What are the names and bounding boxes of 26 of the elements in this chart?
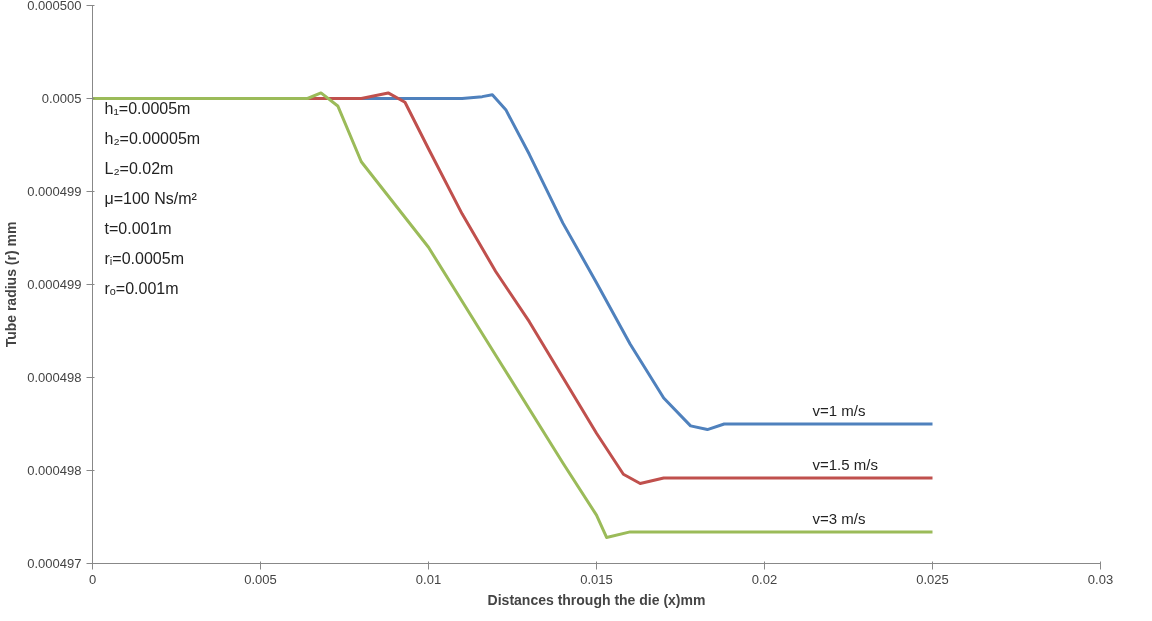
x-tick-label: 0.02 bbox=[751, 571, 778, 587]
annotation: L₂=0.02m bbox=[104, 160, 174, 178]
x-tick-label: 0 bbox=[88, 571, 97, 587]
y-tick-label: 0.0005 bbox=[41, 91, 82, 106]
annotation: rₒ=0.001m bbox=[104, 280, 179, 298]
annotation: h₁=0.0005m bbox=[104, 100, 191, 118]
annotation: h₂=0.00005m bbox=[104, 130, 201, 148]
x-tick-label: 0.03 bbox=[1087, 571, 1114, 587]
y-tick-label: 0.000498 bbox=[27, 370, 82, 385]
series-label: v=1.5 m/s bbox=[812, 455, 878, 473]
annotation: t=0.001m bbox=[104, 220, 172, 238]
x-axis-title: Distances through the die (x)mm bbox=[487, 591, 706, 608]
series-label: v=3 m/s bbox=[812, 509, 866, 527]
y-tick-label: 0.000500 bbox=[27, 0, 82, 13]
x-tick-label: 0.025 bbox=[916, 571, 949, 587]
y-tick-label: 0.000497 bbox=[27, 556, 82, 571]
x-tick-label: 0.015 bbox=[580, 571, 613, 587]
y-tick-label: 0.000499 bbox=[27, 184, 82, 199]
annotation: μ=100 Ns/m² bbox=[104, 190, 198, 208]
y-axis-title: Tube radius (r) mm bbox=[3, 221, 20, 348]
x-tick-label: 0.005 bbox=[244, 571, 277, 587]
y-tick-label: 0.000498 bbox=[27, 463, 82, 478]
x-tick-label: 0.01 bbox=[415, 571, 442, 587]
annotation: rᵢ=0.0005m bbox=[104, 250, 184, 268]
y-tick-label: 0.000499 bbox=[27, 277, 82, 292]
series-label: v=1 m/s bbox=[812, 402, 866, 419]
